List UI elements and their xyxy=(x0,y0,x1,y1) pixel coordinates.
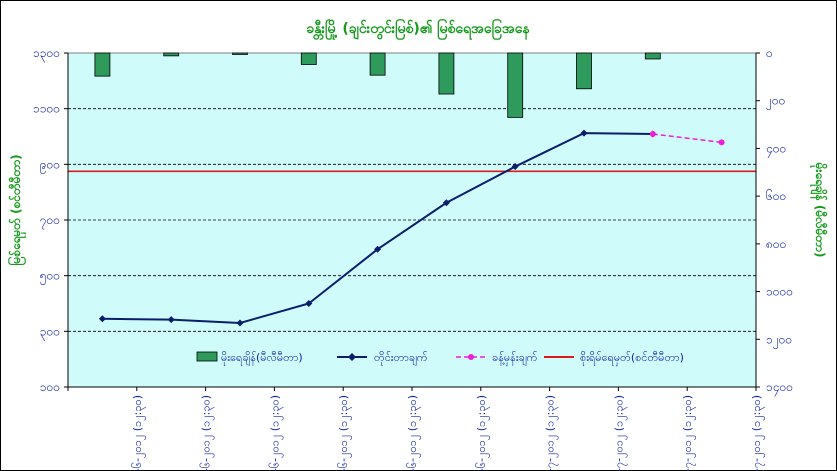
left-tick-label: ၉၀၀ xyxy=(40,157,60,174)
x-tick-label: ၁-၇-၂၀၁၂ (၁၂:၃၀) xyxy=(544,395,559,471)
right-tick-label: ၈၀၀ xyxy=(766,237,786,251)
rainfall-bar xyxy=(300,52,317,65)
x-tick-label: ၂၅-၆-၂၀၁၂ (၁၂:၃၀) xyxy=(131,395,146,471)
x-tick-label: ၂၉-၆-၂၀၁၂ (၁၂:၃၀) xyxy=(406,395,421,471)
measured-point xyxy=(98,315,106,323)
right-tick-label: ၂၀၀ xyxy=(766,94,785,111)
rainfall-bar xyxy=(507,52,524,118)
measured-point xyxy=(374,245,382,253)
rainfall-bar xyxy=(438,52,455,95)
x-tick-label: ၂-၇-၂၀၁၂ (၁၂:၃၀) xyxy=(612,395,627,471)
x-tick-label: ၃၀-၆-၂၀၁၂ (၁၂:၃၀) xyxy=(475,395,490,471)
axes xyxy=(64,52,760,391)
tick-labels: ၁၀၀ ၃၀၀ ၅၀၀ ၇၀၀ ၉၀၀ ၁၁၀၀ ၁၃၀၀ ၀၂၀၀၄၀၀၆၀၀၈၀၀၁၀၀၀… xyxy=(33,46,793,471)
right-tick-label: ၆၀၀ xyxy=(766,188,786,203)
rainfall-bar xyxy=(232,52,248,55)
legend-label-measured: တိုင်းတာချက် xyxy=(374,351,428,366)
legend-marker xyxy=(468,354,474,360)
forecast-point xyxy=(718,139,725,146)
forecast-line xyxy=(652,133,722,144)
legend-label-danger: စိုးရိမ်ရေမှတ်(စင်တီမီတာ) xyxy=(580,351,684,366)
right-tick-label: ၄၀၀ xyxy=(766,141,786,158)
x-tick-label: ၂၈-၆-၂၀၁၂ (၁၂:၃၀) xyxy=(337,395,352,471)
left-tick-label: ၁၁၀၀ xyxy=(33,102,60,116)
left-tick-label: ၅၀၀ xyxy=(40,269,60,286)
y-axis-right-label: မိုးရေချိန် (မီလီမီတာ) xyxy=(809,162,829,258)
measured-point xyxy=(580,129,588,137)
right-tick-label: ၁၂၀၀ xyxy=(766,332,792,349)
legend-marker xyxy=(348,353,356,361)
left-tick-label: ၁၀၀ xyxy=(40,380,60,394)
rainfall-bar xyxy=(644,52,661,60)
rainfall-bar xyxy=(94,52,111,77)
x-tick-label: ၃-၇-၂၀၁၂ (၁၂:၃၀) xyxy=(681,395,696,471)
water-level-lines xyxy=(98,129,725,327)
measured-point xyxy=(442,199,450,207)
x-tick-label: ၂၇-၆-၂၀၁၂ (၁၂:၃၀) xyxy=(268,395,283,471)
rainfall-bar xyxy=(576,52,592,90)
x-tick-label: ၄-၇-၂၀၁၂ (၁၂:၃၀) xyxy=(750,395,765,471)
right-tick-label: ၀ xyxy=(766,46,773,60)
measured-point xyxy=(511,163,519,171)
legend-swatch-measured xyxy=(337,353,367,361)
measured-point xyxy=(305,300,313,307)
measured-point xyxy=(236,319,244,327)
rainfall-bars xyxy=(94,52,661,118)
legend-swatch-rainfall xyxy=(196,351,218,362)
y-axis-left-label: မြစ်ရေမှတ် (စင်တီမီတာ) xyxy=(6,154,27,265)
left-tick-label: ၃၀၀ xyxy=(40,324,60,341)
legend-label-rainfall: မိုးရေချိန်(မီလီမီတာ) xyxy=(221,351,303,366)
rainfall-bar xyxy=(369,52,386,76)
right-tick-label: ၁၄၀၀ xyxy=(766,380,793,397)
measured-point xyxy=(167,316,175,324)
right-tick-label: ၁၀၀၀ xyxy=(766,285,793,299)
x-tick-label: ၂၆-၆-၂၀၁၂ (၁၂:၃၀) xyxy=(200,395,215,471)
legend-swatch-forecast xyxy=(456,354,486,360)
chart-title: ခန္တီးမြို့ (ချင်းတွင်းမြစ်)၏ မြစ်ရေအခြေ… xyxy=(306,19,530,40)
left-tick-label: ၇၀၀ xyxy=(40,213,60,230)
legend: မိုးရေချိန်(မီလီမီတာ) တိုင်းတာချက် ခန့်မ… xyxy=(196,351,684,366)
forecast-point xyxy=(649,130,656,137)
legend-label-forecast: ခန့်မှန်းချက် xyxy=(492,351,538,366)
plot-area xyxy=(67,52,757,388)
rainfall-bar xyxy=(163,52,180,57)
left-tick-label: ၁၃၀၀ xyxy=(33,46,60,63)
